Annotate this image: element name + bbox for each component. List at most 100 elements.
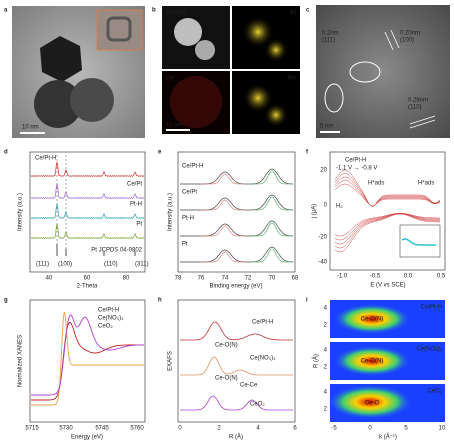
curve: [31, 314, 144, 396]
highlight: [324, 83, 344, 113]
legend-entry: Pt: [136, 222, 142, 228]
sample-label: Ce/Pt-H: [421, 305, 442, 311]
curve: [334, 213, 440, 253]
series-label: Ce/Pt: [182, 190, 197, 196]
particle: [34, 80, 82, 128]
x-tick-label: 40: [46, 276, 53, 282]
curve: [248, 248, 293, 263]
sample-label: CeO₂: [427, 389, 442, 395]
peak-label: (100): [58, 262, 72, 268]
curve: [180, 194, 293, 211]
curve: [180, 395, 293, 411]
y-tick-label: 2: [324, 365, 328, 371]
curve: [180, 220, 293, 237]
legend-entry: Pt-H: [130, 202, 142, 208]
curve: [30, 223, 145, 239]
peak-label: (311): [135, 262, 149, 268]
y-tick-label: 4: [324, 348, 328, 354]
axis-label: j (μA): [312, 204, 318, 219]
curve: [334, 173, 441, 207]
legend-entry: Ce/Pt: [127, 182, 142, 188]
annotation: Ce-O(N): [215, 376, 238, 382]
axis-label: Normalized XANES: [18, 335, 24, 387]
x-tick-label: 5730: [59, 426, 73, 432]
curve: [200, 199, 250, 211]
curve: [248, 170, 293, 185]
x-tick-label: 70: [269, 276, 276, 282]
panel-label: d: [4, 150, 8, 156]
legend-entry: CeO₂: [98, 324, 113, 330]
peak-label: (111): [36, 262, 49, 268]
curves: [30, 155, 441, 411]
panel-label: i: [306, 298, 308, 304]
x-tick-label: -0.5: [370, 274, 381, 280]
map-signal: [264, 103, 288, 127]
x-tick-label: 68: [292, 276, 299, 282]
channel-label: Pt: [290, 11, 296, 17]
curve: [200, 251, 250, 263]
axis-label: Energy (eV): [71, 435, 103, 441]
axis-label: Intensity (a.u.): [18, 193, 24, 231]
fringe: [409, 119, 436, 129]
annotation: H*ads: [418, 181, 434, 187]
x-tick-label: 0: [178, 426, 182, 432]
axes: [29, 151, 146, 273]
highlight: [349, 61, 381, 83]
y-tick-label: 4: [324, 306, 328, 312]
inset-particle: [106, 16, 132, 42]
x-tick-label: 72: [245, 276, 252, 282]
curve: [200, 225, 250, 237]
curve: [334, 213, 440, 249]
x-tick-label: 10: [439, 426, 446, 432]
annotation: 0.28nm: [408, 98, 428, 104]
x-tick-label: 5: [404, 426, 408, 432]
x-tick-label: -1.0: [337, 274, 348, 280]
x-tick-label: 0.5: [437, 274, 446, 280]
annotation: Ce/Pt-H: [252, 320, 273, 326]
curve: [180, 246, 293, 263]
curve: [31, 311, 144, 406]
curve: [401, 238, 436, 246]
annotation: (111): [322, 38, 335, 44]
axis-label: EXAFS: [168, 351, 174, 371]
heatmap-blob: [334, 304, 410, 334]
scale-label: 10 nm: [166, 123, 183, 129]
annotation: CeO₂: [250, 402, 265, 408]
axes: [177, 299, 296, 423]
y-tick-label: 2: [324, 323, 328, 329]
x-tick-label: 2: [217, 426, 221, 432]
panel-label: a: [4, 8, 8, 14]
curve: [180, 168, 293, 185]
annotation: H₂: [336, 204, 343, 210]
axis-label: R (Å): [313, 354, 320, 368]
scale-label: 10 nm: [22, 125, 39, 131]
curve: [334, 212, 440, 237]
axis-label: E (V vs SCE): [370, 283, 405, 289]
axis-label: R (Å): [229, 434, 243, 441]
map-signal: [170, 76, 222, 128]
axis-label: Intensity (a.u.): [168, 193, 174, 231]
annotation: Ce-O(N): [215, 343, 238, 349]
x-tick-label: 80: [123, 276, 130, 282]
inset: [399, 224, 441, 258]
curve: [334, 213, 440, 245]
y-tick-label: 0: [324, 203, 328, 209]
y-tick-label: 20: [320, 168, 327, 174]
curve: [30, 203, 145, 219]
fringe: [384, 31, 394, 51]
axes: [29, 299, 146, 423]
curve: [334, 180, 441, 207]
panel-label: c: [306, 8, 310, 14]
x-tick-label: 6: [293, 426, 297, 432]
channel-label: Mn: [288, 76, 296, 82]
panel-label: f: [306, 150, 309, 156]
axis-label: 2-Theta: [77, 284, 98, 290]
curve: [334, 213, 440, 241]
heatmap-blob: [334, 346, 410, 376]
axes: [177, 151, 296, 273]
annotation: 0.2nm: [322, 31, 339, 37]
x-tick-label: 0: [368, 426, 372, 432]
map-signal: [264, 38, 288, 62]
